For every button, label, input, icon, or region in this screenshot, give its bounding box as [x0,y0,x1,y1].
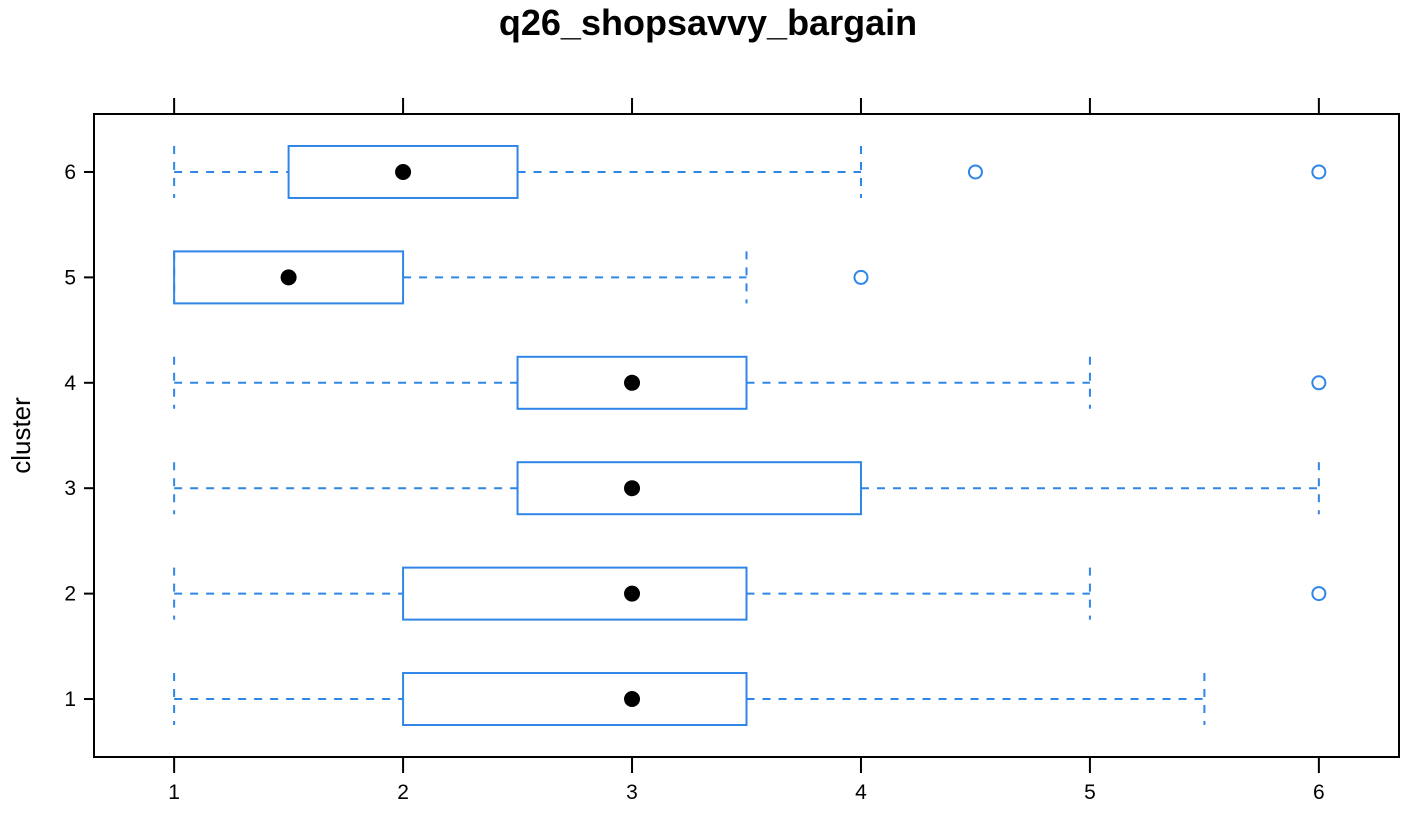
box-group-cluster-6 [173,144,1327,199]
box-group-cluster-5 [173,250,869,305]
median-dot [624,480,641,497]
y-tick-label: 1 [64,688,76,711]
outlier-point [1311,164,1327,180]
y-tick-label: 2 [64,583,76,606]
box-group-cluster-1 [173,672,1206,727]
x-tick-label: 6 [1313,781,1325,804]
y-tick-label: 6 [64,161,76,184]
iqr-box [287,144,519,199]
axis-ticks: 1 2 3 4 5 6 1 2 3 4 5 6 [64,98,1325,804]
iqr-box [402,672,748,727]
median-dot [624,374,641,391]
y-tick-label: 5 [64,266,76,289]
median-dot [395,163,412,180]
iqr-box [516,355,748,410]
outlier-point [853,269,869,285]
box-group-cluster-3 [173,461,1320,516]
chart-title: q26_shopsavvy_bargain [498,2,918,43]
outlier-point [967,164,983,180]
x-tick-label: 2 [397,781,409,804]
y-tick-label: 3 [64,477,76,500]
x-tick-label: 3 [626,781,638,804]
iqr-box [516,461,862,516]
outlier-point [1311,375,1327,391]
boxes [173,144,1327,727]
median-dot [624,691,641,708]
y-tick-label: 4 [64,372,76,395]
plot-frame [93,113,1400,758]
box-group-cluster-4 [173,355,1327,410]
median-dot [624,585,641,602]
iqr-box [173,250,405,305]
y-axis-label: cluster [6,397,36,474]
x-tick-label: 1 [168,781,180,804]
x-tick-label: 5 [1084,781,1096,804]
iqr-box [402,566,748,621]
median-dot [280,269,297,286]
x-tick-label: 4 [855,781,867,804]
outlier-point [1311,586,1327,602]
box-group-cluster-2 [173,566,1327,621]
